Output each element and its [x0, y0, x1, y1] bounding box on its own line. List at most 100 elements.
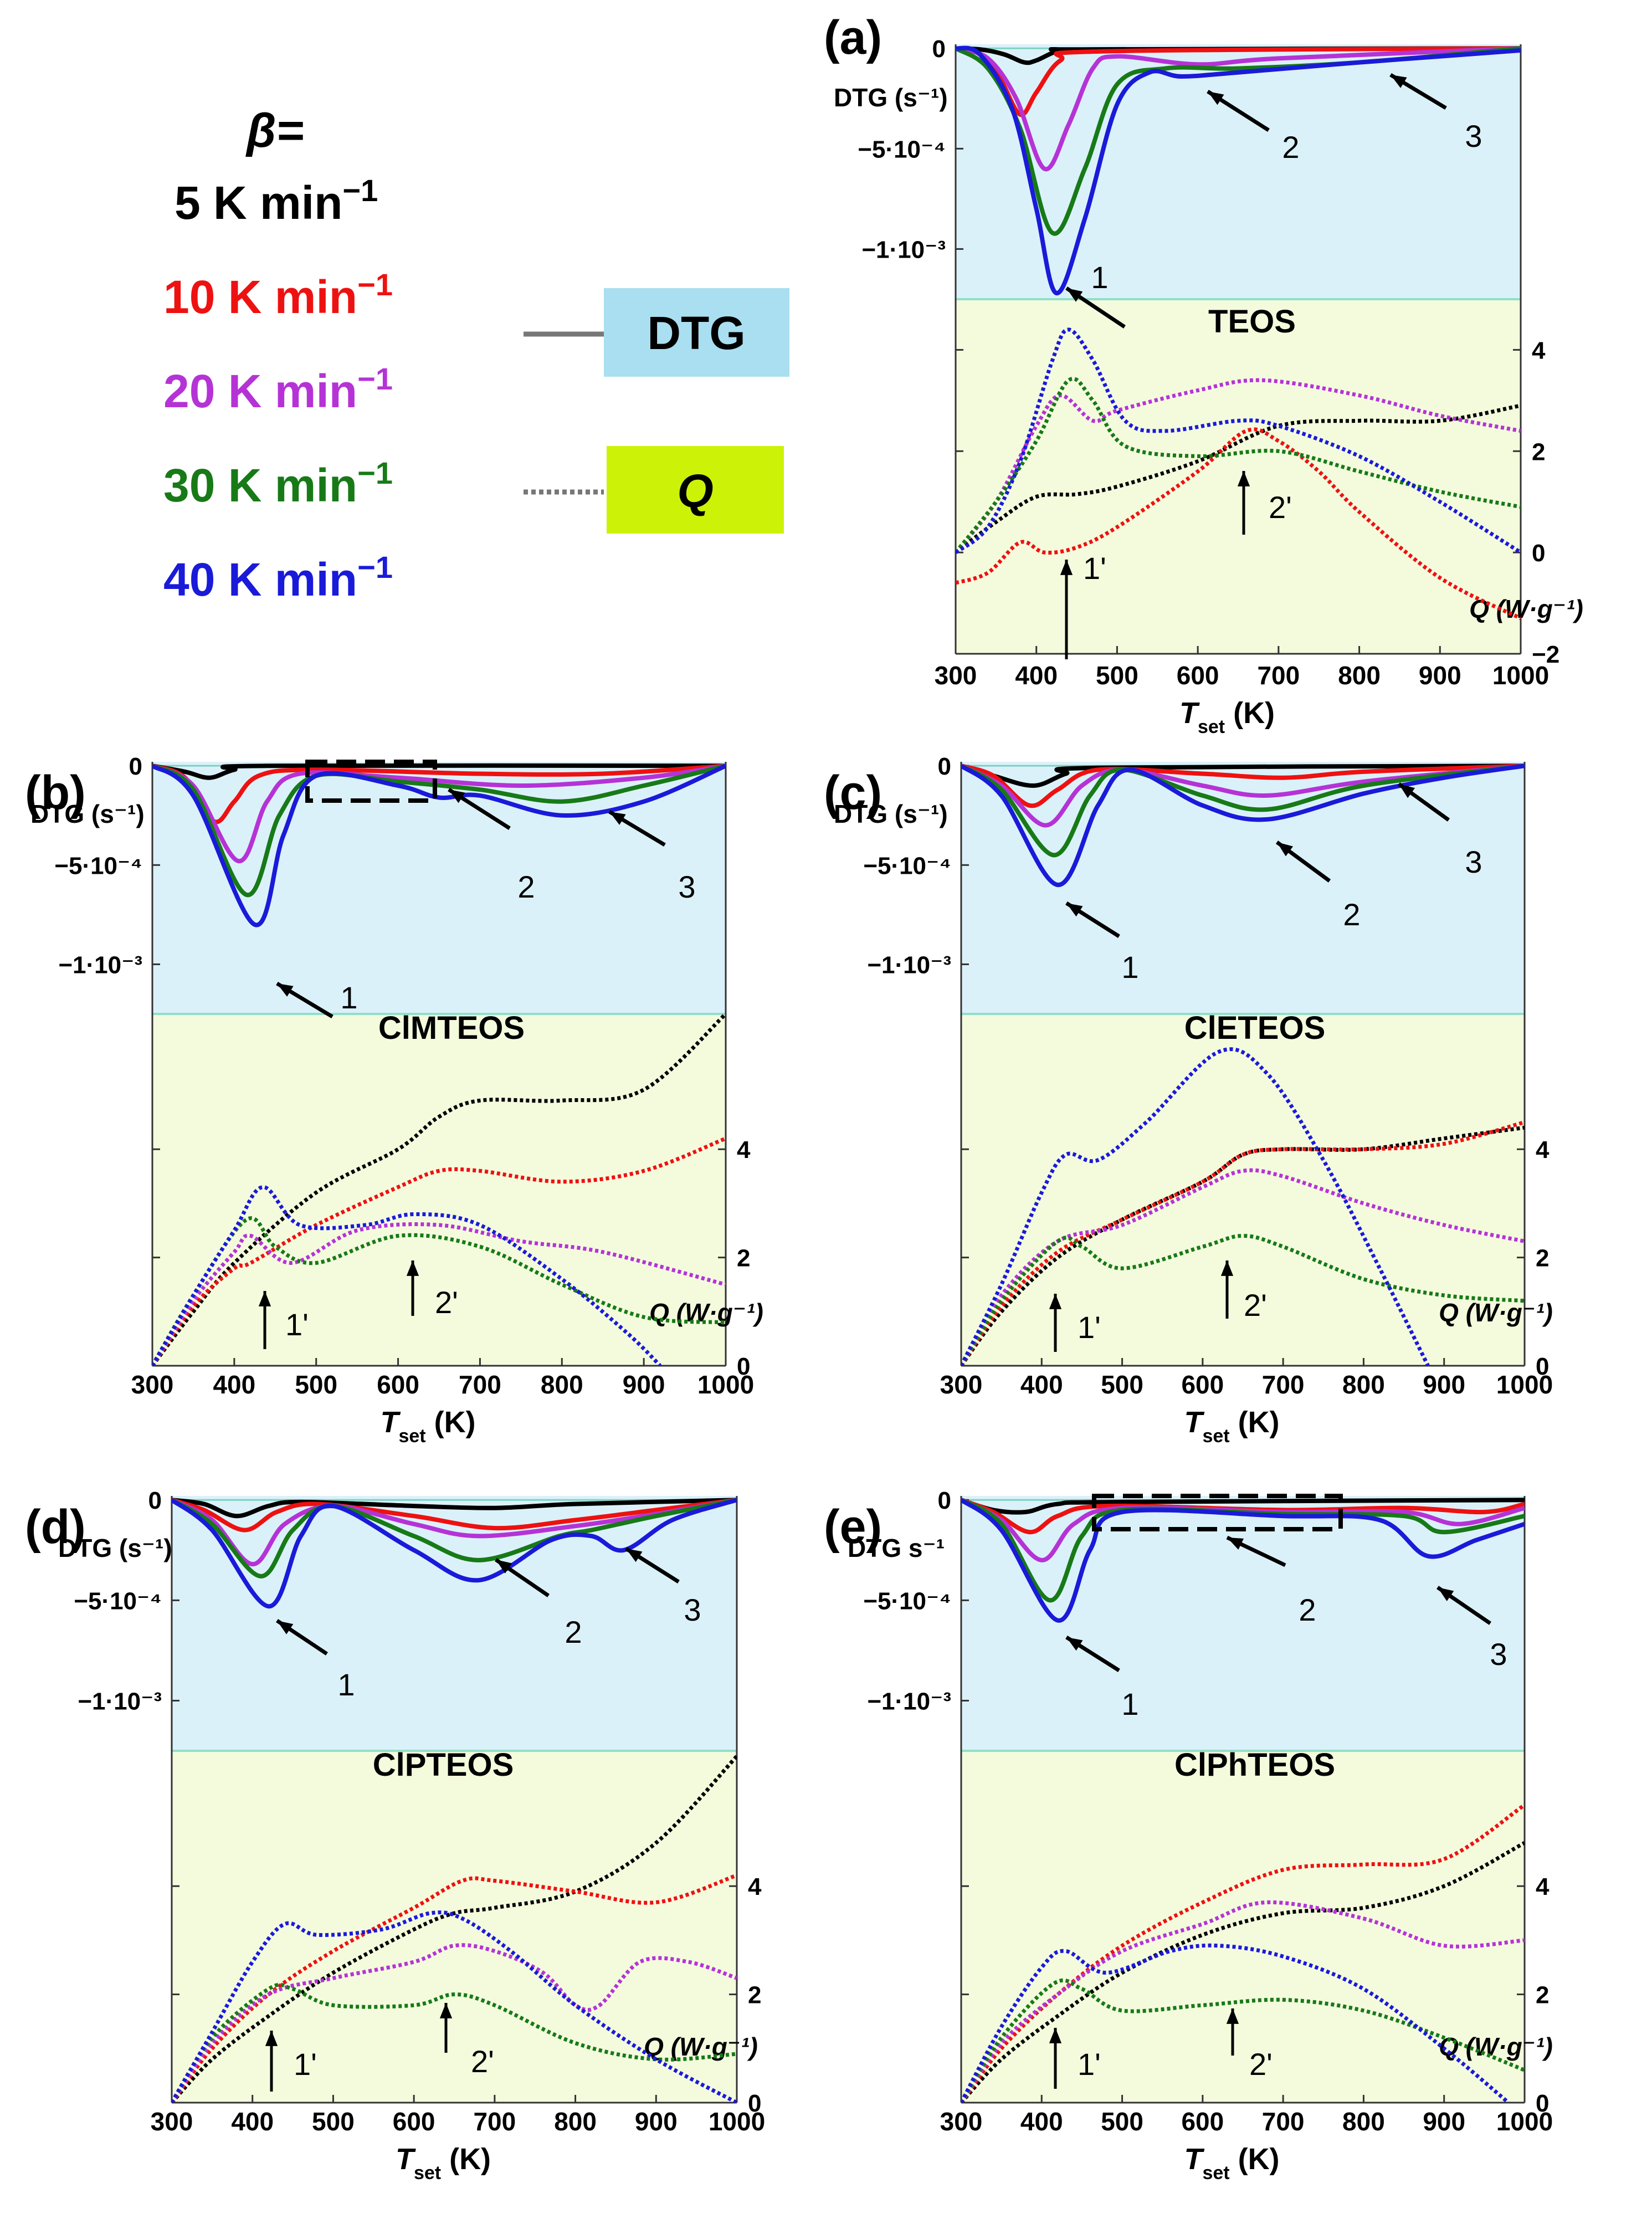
x-axis-label: Tset (K) [1184, 1406, 1279, 1447]
panel-title: ClPhTEOS [1174, 1747, 1335, 1783]
x-axis-symbol: T [1184, 2143, 1204, 2176]
q-annotation-arrow-head [1060, 560, 1073, 575]
x-tick-label: 500 [1101, 1370, 1143, 1399]
q-annotation-label: 1' [1078, 1310, 1101, 1345]
dtg-annotation-label: 3 [684, 1592, 701, 1627]
panel-label: (b) [25, 766, 86, 819]
x-axis-unit: (K) [1225, 696, 1275, 730]
dtg-annotation-arrow-head [1277, 842, 1294, 857]
q-annotation-arrow-head [1220, 1260, 1234, 1276]
panel-title: TEOS [1208, 304, 1296, 340]
legend-rate-unit: K min [215, 459, 357, 511]
x-axis-subscript: set [414, 2162, 441, 2184]
x-axis-symbol: T [1179, 696, 1200, 730]
q-series-5 [961, 1943, 1510, 2103]
x-tick-label: 300 [940, 2107, 983, 2136]
q-series-5 [152, 1185, 662, 1366]
q-annotation-arrow-head [1049, 2028, 1062, 2043]
legend-rate-value: 30 [163, 459, 215, 511]
x-tick-label: 1000 [1496, 1370, 1553, 1399]
q-series-4 [961, 1978, 1525, 2103]
legend: β = 5 K min−110 K min−120 K min−130 K mi… [163, 104, 789, 606]
x-tick-label: 300 [151, 2107, 193, 2136]
q-series-3 [172, 1943, 737, 2103]
dtg-annotation-label: 1 [1091, 260, 1108, 295]
dtg-series-1 [152, 763, 726, 780]
highlight-box [1092, 1494, 1343, 1531]
x-tick-label: 900 [1423, 1370, 1465, 1399]
x-tick-label: 300 [131, 1370, 174, 1399]
q-annotation-arrow-head [258, 1291, 271, 1306]
dtg-series-1 [172, 1498, 737, 1519]
dtg-y-tick-label: 0 [129, 753, 142, 780]
q-series-3 [152, 1222, 726, 1366]
q-y-tick-label: 2 [737, 1245, 750, 1272]
q-y-tick-label: 2 [1536, 1982, 1549, 2009]
q-annotation-label: 2' [435, 1285, 458, 1320]
dtg-annotation-label: 2 [565, 1615, 582, 1649]
dtg-annotation-label: 2 [1299, 1592, 1316, 1627]
dtg-annotation-arrow-head [1391, 75, 1407, 88]
q-annotation-arrow-head [1049, 1294, 1062, 1309]
panel-title: ClETEOS [1184, 1010, 1326, 1046]
q-plot-area [956, 299, 1521, 654]
dtg-annotation-label: 1 [337, 1667, 355, 1702]
x-axis-unit: (K) [441, 2143, 491, 2176]
dtg-series-1 [961, 763, 1525, 788]
x-tick-label: 700 [459, 1370, 501, 1399]
legend-rate-exponent: −1 [357, 550, 393, 585]
q-plot-area [152, 1014, 726, 1366]
legend-rate-value: 20 [163, 365, 215, 417]
q-series-1 [172, 1755, 737, 2103]
dtg-annotation-label: 3 [1490, 1637, 1507, 1672]
q-plot-area [172, 1751, 737, 2103]
dtg-annotation-arrow-head [609, 812, 626, 825]
q-y-tick-label: 4 [737, 1136, 751, 1164]
x-tick-label: 1000 [709, 2107, 765, 2136]
dtg-series-5 [961, 763, 1525, 888]
dtg-annotation-arrow-head [449, 790, 465, 803]
q-y-axis-label: Q (W·g⁻¹) [644, 2032, 758, 2061]
x-tick-label: 900 [635, 2107, 678, 2136]
dtg-y-tick-label: −1·10⁻³ [867, 951, 951, 978]
x-tick-label: 700 [473, 2107, 516, 2136]
legend-rate-4: 40 K min−1 [163, 550, 393, 606]
dtg-y-axis-label: DTG (s⁻¹) [834, 83, 948, 112]
dtg-annotation-arrow-head [1066, 288, 1083, 302]
panel-label: (a) [824, 11, 882, 64]
q-annotation-label: 1' [1083, 551, 1106, 586]
q-y-tick-label: 0 [1536, 1353, 1549, 1380]
dtg-annotation-label: 2 [517, 869, 535, 904]
q-key-box [607, 446, 784, 534]
dtg-annotation-arrow-head [1066, 1637, 1083, 1651]
x-tick-label: 300 [935, 661, 977, 690]
dtg-series-5 [152, 763, 726, 927]
x-axis-subscript: set [1202, 2162, 1229, 2184]
q-series-4 [172, 1982, 737, 2103]
dtg-y-tick-label: 0 [938, 753, 951, 780]
dtg-annotation-arrow-head [1399, 784, 1415, 798]
q-y-tick-label: 0 [1532, 540, 1545, 567]
dtg-y-tick-label: 0 [938, 1487, 951, 1514]
dtg-y-axis-label: DTG (s⁻¹) [834, 800, 948, 828]
x-axis-subscript: set [398, 1426, 425, 1447]
dtg-series-2 [961, 763, 1525, 808]
x-tick-label: 400 [231, 2107, 274, 2136]
dtg-annotation-label: 1 [340, 980, 357, 1015]
legend-rate-0: 5 K min−1 [175, 173, 378, 229]
q-annotation-label: 1' [285, 1307, 309, 1342]
x-tick-label: 600 [1181, 1370, 1224, 1399]
dtg-y-tick-label: −1·10⁻³ [867, 1688, 951, 1715]
panel-label: (e) [824, 1500, 882, 1554]
x-tick-label: 600 [393, 2107, 435, 2136]
dtg-annotation-arrow-head [277, 1621, 294, 1634]
x-tick-label: 1000 [1496, 2107, 1553, 2136]
x-axis-symbol: T [1184, 1406, 1204, 1439]
x-tick-label: 800 [1342, 1370, 1385, 1399]
x-tick-label: 600 [377, 1370, 419, 1399]
dtg-series-4 [172, 1498, 737, 1578]
series-group [956, 45, 1521, 621]
panel-a: (a) 300 400 500 600 700 800 900 1000 Tset (K) 0 −5·… [824, 11, 1583, 737]
legend-rate-1: 10 K min−1 [163, 267, 393, 323]
